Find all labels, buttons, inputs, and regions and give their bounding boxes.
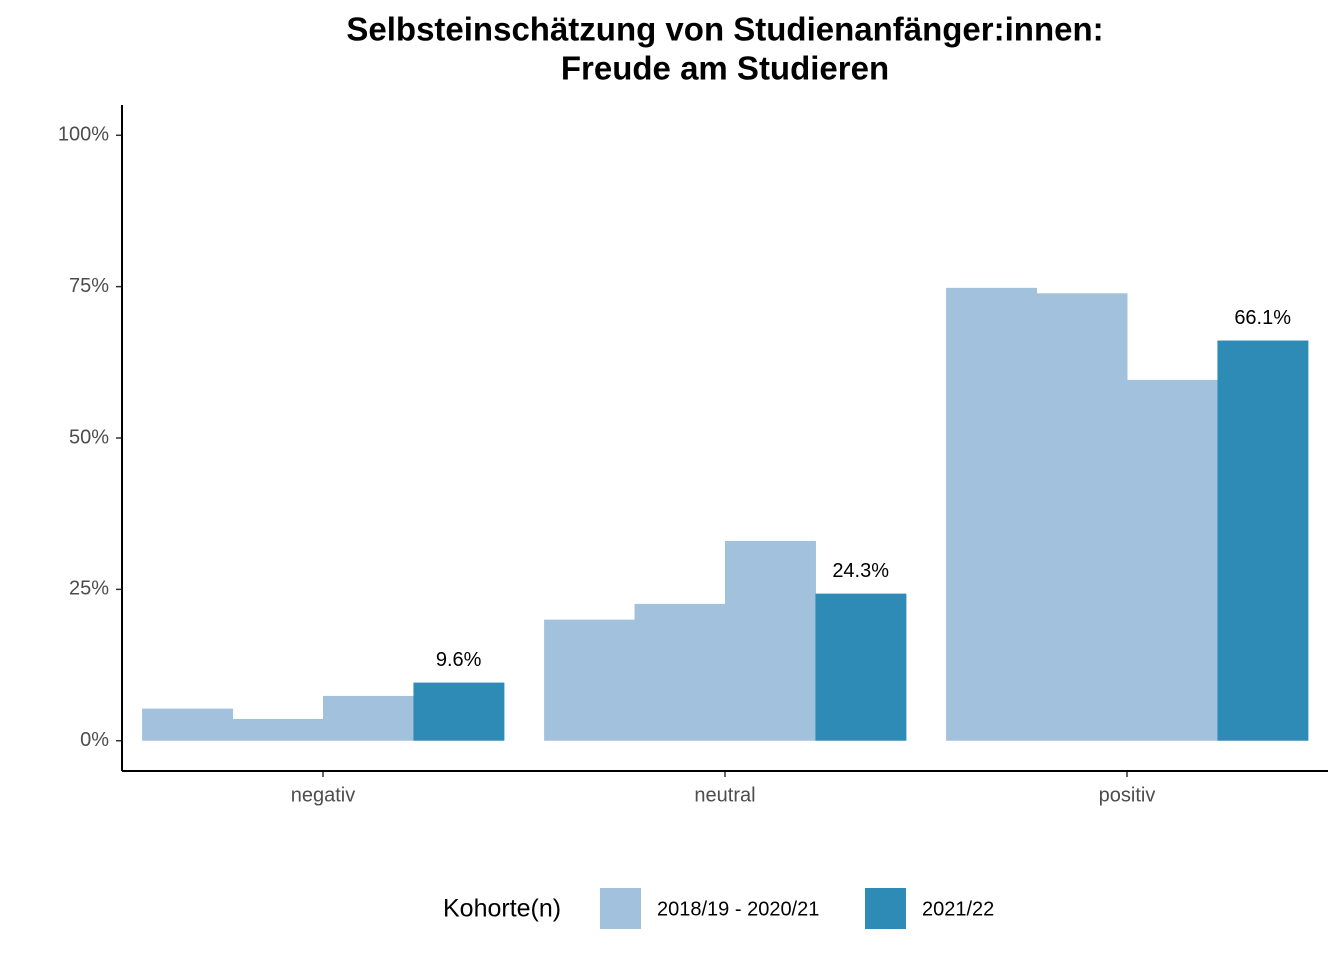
bar <box>1036 293 1128 741</box>
y-tick-label: 25% <box>69 578 109 600</box>
legend-label: 2021/22 <box>922 898 994 920</box>
legend-title: Kohorte(n) <box>443 895 561 923</box>
value-label: 9.6% <box>436 649 482 671</box>
bar <box>232 718 324 741</box>
bar <box>946 287 1038 741</box>
y-tick-label: 0% <box>80 729 109 751</box>
bar <box>142 708 234 741</box>
value-label: 24.3% <box>832 560 889 582</box>
bar <box>634 603 726 741</box>
bar <box>1217 340 1309 741</box>
x-tick-label: neutral <box>694 784 755 806</box>
y-tick-label: 100% <box>58 124 109 146</box>
bar <box>323 695 414 741</box>
y-tick-label: 50% <box>69 426 109 448</box>
bar <box>725 540 816 741</box>
y-tick-label: 75% <box>69 275 109 297</box>
x-tick-label: positiv <box>1099 784 1156 806</box>
bar <box>413 682 505 741</box>
legend-label: 2018/19 - 2020/21 <box>657 898 819 920</box>
bar <box>1127 379 1218 741</box>
value-label: 66.1% <box>1234 307 1291 329</box>
chart-title: Selbsteinschätzung von Studienanfänger:i… <box>346 11 1103 48</box>
bar <box>544 619 636 741</box>
chart-title: Freude am Studieren <box>561 50 889 87</box>
legend-swatch <box>865 888 906 929</box>
legend-swatch <box>600 888 641 929</box>
bar <box>815 593 907 741</box>
x-tick-label: negativ <box>291 784 356 806</box>
